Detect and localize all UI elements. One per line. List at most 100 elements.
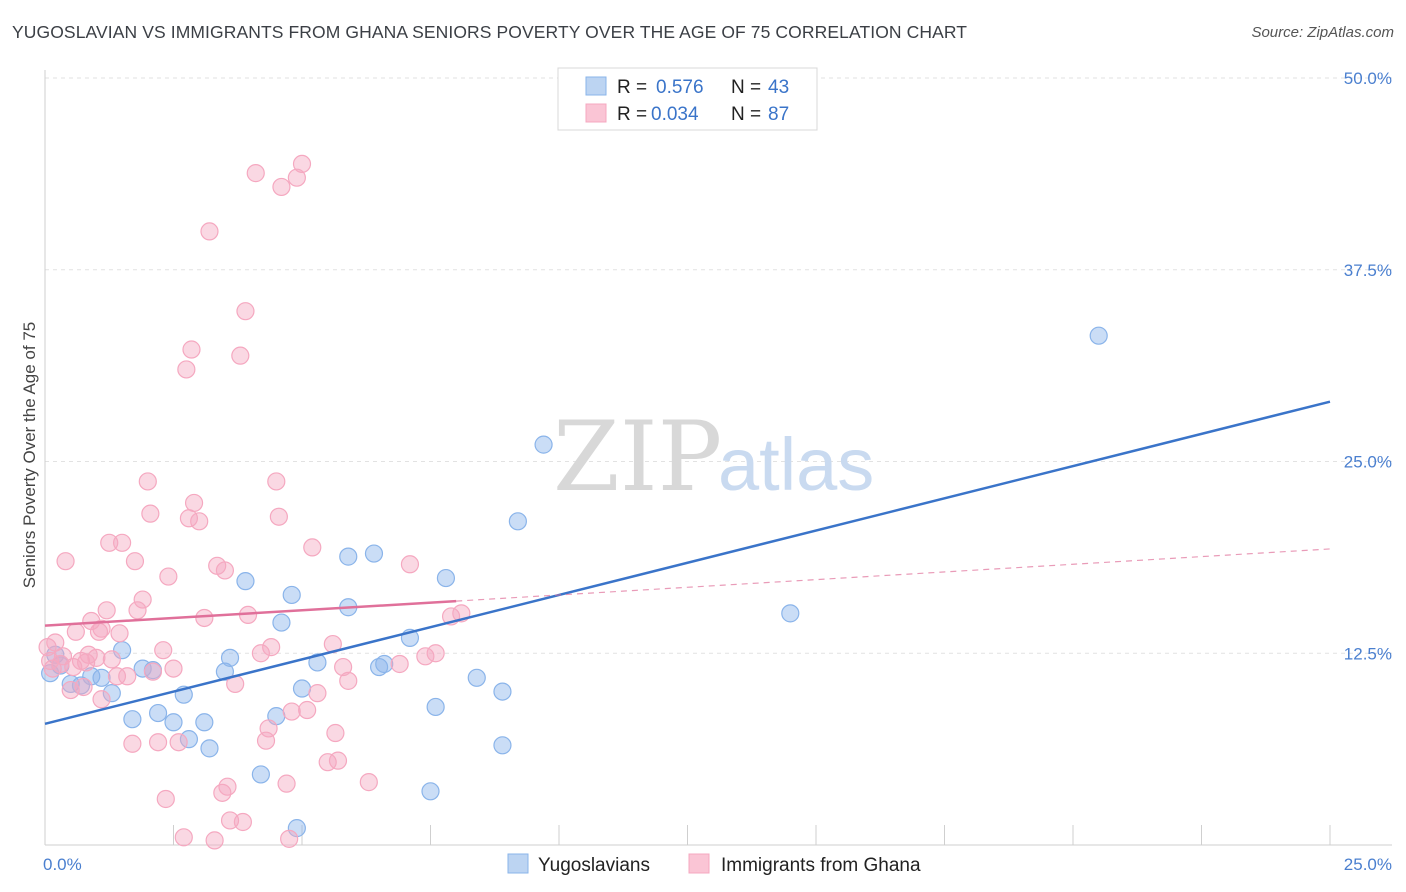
data-point-1-32	[143, 662, 163, 681]
data-point-1-80	[359, 773, 378, 792]
series-legend: Yugoslavians Immigrants from Ghana	[507, 853, 921, 876]
data-point-1-3	[46, 633, 65, 652]
stats-legend: R = 0.576 N = 43 R = 0.034 N = 87	[557, 67, 818, 131]
data-point-1-82	[400, 555, 420, 574]
data-point-1-28	[128, 601, 147, 620]
data-point-1-68	[282, 702, 301, 721]
chart-title: YUGOSLAVIAN VS IMMIGRANTS FROM GHANA SEN…	[12, 22, 968, 42]
legend-n-label-2: N =	[731, 104, 761, 125]
y-tick-label-3: 50.0%	[1344, 69, 1392, 88]
data-point-0-29	[339, 547, 358, 566]
data-point-0-41	[534, 435, 553, 454]
data-point-1-77	[328, 751, 348, 770]
y-tick-label-0: 12.5%	[1344, 644, 1392, 663]
axes	[44, 70, 1392, 846]
data-point-1-56	[236, 302, 255, 321]
data-point-0-20	[236, 572, 255, 591]
legend-swatch-ghana	[585, 103, 607, 123]
data-point-1-66	[277, 774, 296, 793]
data-point-1-17	[92, 690, 111, 709]
data-point-0-26	[292, 679, 312, 698]
data-point-1-65	[272, 177, 291, 197]
data-point-1-54	[231, 346, 250, 365]
data-point-1-21	[102, 650, 121, 669]
legend-n-label-1: N =	[731, 77, 761, 98]
bottom-legend-label-yugoslavians: Yugoslavians	[538, 855, 650, 876]
bottom-legend-swatch-ghana	[688, 853, 710, 874]
data-point-1-34	[154, 641, 173, 660]
data-point-1-11	[74, 677, 93, 697]
data-point-1-55	[233, 812, 252, 832]
legend-n-value-1: 43	[768, 77, 789, 98]
data-point-1-20	[100, 533, 119, 552]
data-point-0-35	[426, 697, 445, 717]
data-point-1-47	[205, 831, 224, 850]
data-point-1-24	[112, 533, 132, 552]
data-point-1-15	[87, 648, 106, 667]
x-tick-marks	[173, 825, 1331, 845]
legend-r-label-2: R =	[617, 104, 647, 125]
data-point-1-6	[56, 552, 75, 571]
x-tick-label-0: 0.0%	[43, 855, 82, 874]
data-point-1-58	[246, 164, 265, 183]
legend-swatch-yugoslavians	[585, 76, 607, 96]
source-credit: Source: ZipAtlas.com	[1251, 24, 1394, 41]
data-point-1-45	[195, 608, 214, 628]
data-point-1-79	[339, 671, 358, 690]
data-point-1-30	[138, 472, 157, 491]
legend-r-value-2: 0.034	[651, 104, 699, 125]
data-point-1-43	[184, 493, 204, 513]
x-tick-label-1: 25.0%	[1344, 855, 1392, 874]
data-point-1-36	[159, 567, 178, 586]
y-axis-label: Seniors Poverty Over the Age of 75	[20, 322, 39, 588]
data-point-1-29	[133, 590, 152, 609]
data-point-0-13	[164, 713, 183, 732]
data-point-1-50	[215, 561, 234, 580]
data-point-1-23	[110, 624, 129, 643]
data-point-0-31	[370, 657, 389, 677]
data-point-1-84	[426, 644, 445, 663]
trend-line-1	[44, 599, 457, 627]
data-point-1-26	[123, 734, 142, 753]
data-point-1-44	[190, 512, 209, 531]
data-point-1-35	[156, 789, 175, 809]
data-point-1-33	[148, 733, 168, 752]
data-point-1-51	[218, 777, 237, 796]
data-point-1-83	[416, 647, 435, 666]
data-point-1-61	[259, 719, 278, 738]
data-point-1-62	[262, 638, 281, 657]
data-point-0-23	[272, 613, 291, 632]
data-point-0-18	[215, 662, 234, 681]
data-point-1-67	[280, 829, 299, 848]
data-point-1-37	[164, 659, 183, 678]
data-point-1-39	[174, 828, 193, 847]
data-point-0-21	[251, 765, 270, 784]
data-point-1-40	[177, 360, 196, 379]
data-point-1-73	[308, 684, 327, 703]
data-point-0-16	[195, 713, 214, 732]
data-point-1-76	[326, 723, 345, 743]
data-point-0-36	[436, 568, 456, 588]
bottom-legend-swatch-yugoslavians	[507, 853, 529, 874]
data-point-1-64	[269, 507, 288, 526]
data-point-0-37	[467, 668, 486, 687]
data-point-0-38	[493, 682, 512, 701]
data-point-1-19	[97, 601, 116, 620]
data-point-1-42	[182, 340, 201, 359]
trend-line-0	[44, 400, 1331, 726]
data-point-0-34	[421, 782, 440, 801]
data-point-1-81	[390, 654, 409, 674]
data-point-0-19	[220, 648, 240, 667]
data-point-1-72	[303, 538, 322, 557]
data-point-0-30	[364, 544, 384, 563]
data-point-1-69	[287, 168, 306, 187]
legend-r-label-1: R =	[617, 77, 647, 98]
data-point-0-42	[781, 604, 800, 623]
data-point-0-17	[200, 739, 219, 758]
data-point-1-31	[141, 504, 160, 523]
y-tick-label-2: 37.5%	[1344, 261, 1392, 280]
data-point-0-43	[1089, 326, 1108, 345]
data-point-1-71	[298, 700, 317, 720]
data-point-1-63	[267, 472, 286, 491]
